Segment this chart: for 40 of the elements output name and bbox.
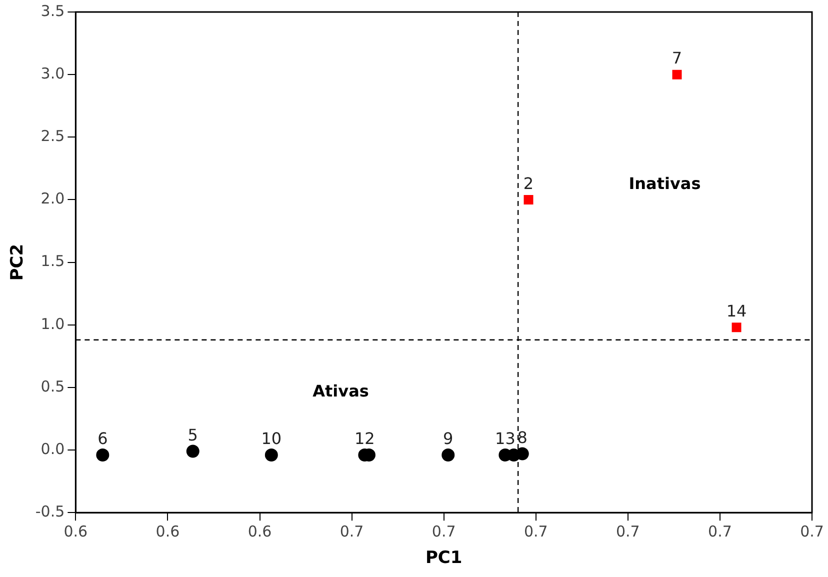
point — [672, 70, 682, 80]
annotation: 12 — [354, 429, 375, 448]
annotation: 14 — [726, 302, 747, 321]
x-tick-label: 0.6 — [156, 522, 180, 540]
y-tick-label: 2.0 — [40, 190, 65, 208]
x-tick-label: 0.7 — [432, 522, 456, 540]
annotation: Inativas — [628, 174, 701, 193]
annotation: 2 — [523, 174, 534, 193]
x-tick-label: 0.6 — [64, 522, 88, 540]
annotation: 8 — [517, 428, 528, 447]
y-tick-label: 3.0 — [40, 64, 65, 82]
annotation: 10 — [261, 429, 282, 448]
point — [732, 322, 742, 332]
x-tick-label: 0.6 — [248, 522, 272, 540]
x-tick-label: 0.7 — [340, 522, 364, 540]
y-tick-label: -0.5 — [35, 502, 65, 520]
annotation: 7 — [672, 48, 682, 68]
annotation: 9 — [443, 429, 454, 448]
x-tick-label: 0.7 — [708, 522, 732, 540]
y-tick-label: 0.5 — [40, 377, 65, 396]
point — [264, 448, 278, 462]
x-tick-label: 0.7 — [800, 522, 824, 540]
x-tick-label: 0.7 — [524, 522, 548, 540]
point — [516, 447, 529, 460]
x-axis-title: PC1 — [425, 548, 462, 568]
point — [442, 448, 455, 462]
point — [524, 194, 534, 204]
y-tick-label: 2.5 — [40, 127, 65, 146]
point — [96, 448, 110, 462]
y-tick-label: 1.5 — [40, 252, 65, 270]
annotation: 6 — [98, 429, 108, 448]
y-tick-label: 0.0 — [40, 440, 65, 458]
y-axis-title: PC2 — [8, 244, 28, 281]
x-tick-label: 0.7 — [616, 522, 640, 540]
annotation: 13 — [495, 429, 516, 448]
y-tick-label: 3.5 — [40, 2, 65, 20]
annotation: 5 — [188, 425, 198, 444]
annotation: Ativas — [312, 382, 369, 401]
point — [186, 444, 200, 458]
y-tick-label: 1.0 — [40, 314, 65, 333]
